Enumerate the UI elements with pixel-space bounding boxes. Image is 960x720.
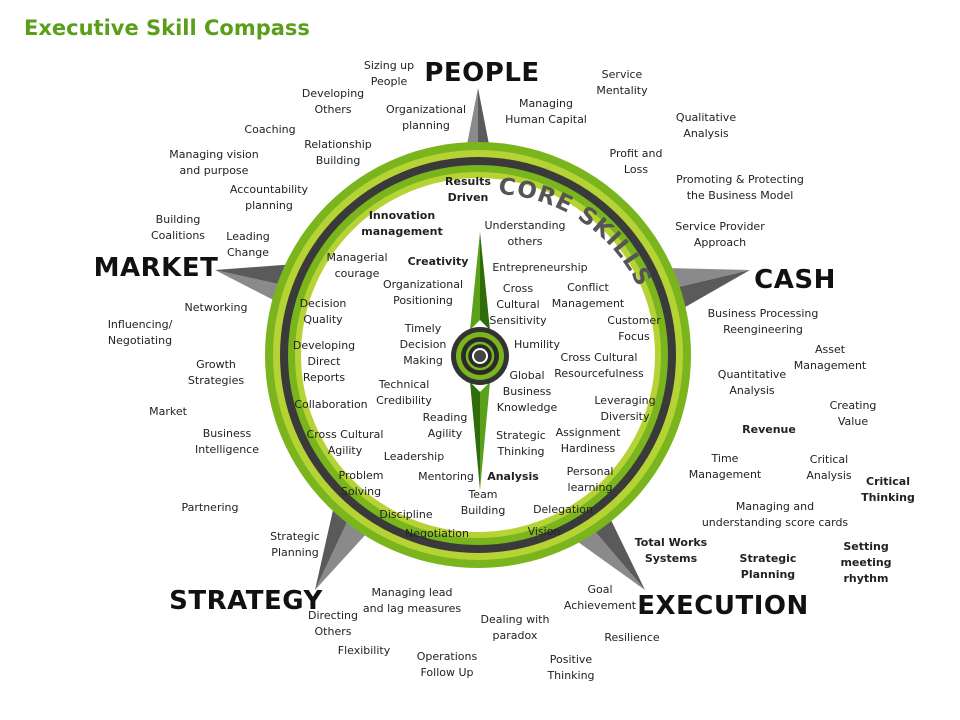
outer-skill-label: Service Mentality <box>596 68 648 97</box>
core-skill-label: Mentoring <box>418 470 474 483</box>
core-skill-label: Vision <box>527 525 561 538</box>
direction-cash: CASH <box>754 265 836 295</box>
outer-skill-label: Operations Follow Up <box>416 650 478 679</box>
core-skill-label: Cross Cultural Sensitivity <box>489 282 547 327</box>
core-skill-label: Reading Agility <box>422 411 468 440</box>
core-skill-label: Creativity <box>407 255 469 268</box>
outer-skill-label: Revenue <box>742 423 796 436</box>
direction-market: MARKET <box>93 253 219 283</box>
core-skill-label: Humility <box>514 338 560 351</box>
core-skill-label: Discipline <box>379 508 433 521</box>
outer-skill-label: Leading Change <box>226 230 270 259</box>
outer-skill-label: Business Intelligence <box>194 427 260 456</box>
outer-skill-label: Market <box>149 405 187 418</box>
outer-skill-label: Asset Management <box>793 343 867 372</box>
outer-skill-label: Relationship Building <box>304 138 372 167</box>
outer-skill-label: Directing Others <box>308 609 358 638</box>
outer-skill-label: Business Processing Reengineering <box>707 307 819 336</box>
outer-skill-label: Organizational planning <box>385 103 467 132</box>
core-skill-label: Developing Direct Reports <box>292 339 356 384</box>
core-skill-label: Decision Quality <box>299 297 347 326</box>
outer-skill-label: Quantitative Analysis <box>717 368 787 397</box>
core-skill-label: Conflict Management <box>551 281 625 310</box>
core-skill-label: Collaboration <box>294 398 368 411</box>
outer-skill-label: Developing Others <box>301 87 365 116</box>
outer-skill-label: Coaching <box>244 123 296 136</box>
outer-skill-label: Creating Value <box>829 399 877 428</box>
outer-skill-label: Dealing with paradox <box>480 613 550 642</box>
outer-skill-label: Goal Achievement <box>563 583 637 612</box>
direction-people: PEOPLE <box>424 58 540 88</box>
core-skill-label: Organizational Positioning <box>382 278 464 307</box>
core-skill-label: Analysis <box>487 470 539 483</box>
outer-skill-label: Strategic Planning <box>739 552 797 581</box>
compass-point-cash <box>674 270 750 310</box>
outer-skill-label: Critical Thinking <box>861 475 915 504</box>
outer-skill-label: Profit and Loss <box>609 147 663 176</box>
outer-skill-label: Qualitative Analysis <box>675 111 737 140</box>
outer-skill-label: Managing Human Capital <box>505 97 587 126</box>
compass-point-execution <box>592 518 645 590</box>
page-title: Executive Skill Compass <box>24 16 310 40</box>
core-skill-label: Delegation <box>533 503 593 516</box>
core-skill-label: Entrepreneurship <box>492 261 588 274</box>
outer-skill-label: Service Provider Approach <box>675 220 765 249</box>
core-skill-label: Personal learning <box>566 465 614 494</box>
compass-point-market <box>215 270 292 306</box>
core-skill-label: Cross Cultural Agility <box>306 428 384 457</box>
core-skill-label: Leadership <box>383 450 445 463</box>
core-skill-label: Timely Decision Making <box>399 322 447 367</box>
outer-skill-label: Critical Analysis <box>806 453 852 482</box>
outer-skill-label: Flexibility <box>337 644 391 657</box>
outer-skill-label: Promoting & Protecting the Business Mode… <box>676 173 804 202</box>
core-skill-label: Understanding others <box>484 219 566 248</box>
core-skill-label: Managerial courage <box>326 251 388 280</box>
core-skill-label: Team Building <box>460 488 506 517</box>
outer-skill-label: Accountability planning <box>229 183 309 212</box>
core-skill-label: Innovation management <box>361 209 443 238</box>
core-skill-label: Results Driven <box>445 175 491 204</box>
needle-north <box>470 232 480 330</box>
outer-skill-label: Managing and understanding score cards <box>701 500 849 529</box>
needle-south <box>470 382 480 490</box>
core-skill-label: Problem Solving <box>338 469 384 498</box>
core-skill-label: Negotiation <box>405 527 469 540</box>
core-skill-label: Assignment Hardiness <box>555 426 621 455</box>
outer-skill-label: Setting meeting rhythm <box>840 540 892 585</box>
outer-skill-label: Building Coalitions <box>150 213 206 242</box>
core-skill-label: Strategic Thinking <box>496 429 546 458</box>
core-skill-label: Technical Credibility <box>376 378 432 407</box>
core-skill-label: Global Business Knowledge <box>496 369 558 414</box>
outer-skill-label: Resilience <box>604 631 660 644</box>
outer-skill-label: Growth Strategies <box>187 358 245 387</box>
outer-skill-label: Total Works Systems <box>634 536 708 565</box>
outer-skill-label: Strategic Planning <box>270 530 320 559</box>
core-skill-label: Cross Cultural Resourcefulness <box>554 351 644 380</box>
outer-skill-label: Partnering <box>181 501 239 514</box>
compass-point-strategy <box>315 520 368 590</box>
outer-skill-label: Managing lead and lag measures <box>362 586 462 615</box>
core-skill-label: Leveraging Diversity <box>594 394 656 423</box>
outer-skill-label: Networking <box>184 301 248 314</box>
outer-skill-label: Positive Thinking <box>547 653 595 682</box>
core-skill-label: Customer Focus <box>607 314 661 343</box>
direction-execution: EXECUTION <box>637 591 809 621</box>
outer-skill-label: Managing vision and purpose <box>169 148 259 177</box>
outer-skill-label: Influencing/ Negotiating <box>107 318 173 347</box>
outer-skill-label: Sizing up People <box>363 59 415 88</box>
outer-skill-label: Time Management <box>688 452 762 481</box>
direction-strategy: STRATEGY <box>169 586 323 616</box>
